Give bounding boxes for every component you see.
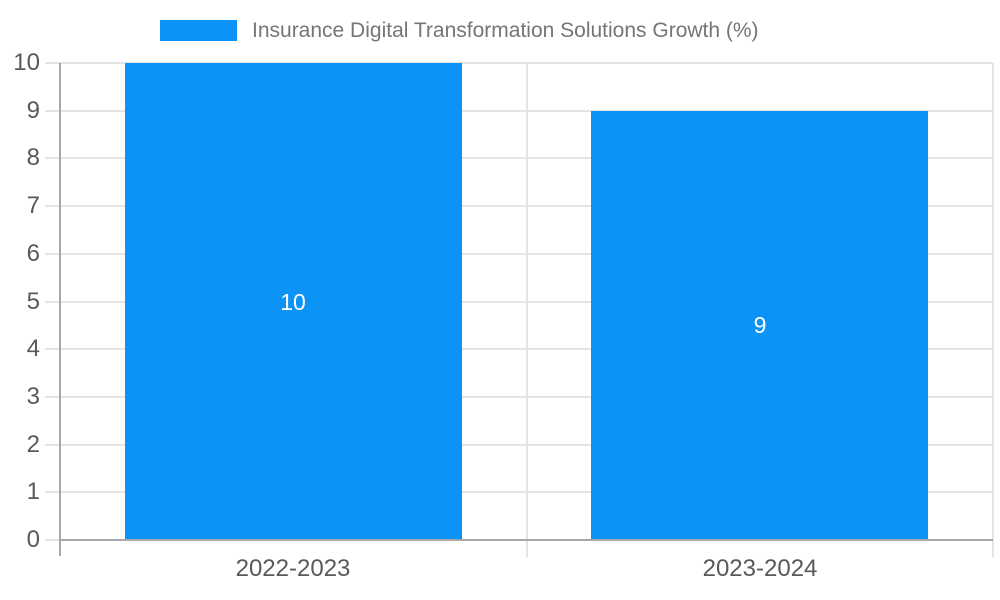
- bar-value-label: 10: [280, 289, 306, 315]
- y-axis-tick: [45, 539, 60, 541]
- y-gridline: [45, 396, 993, 398]
- y-gridline: [45, 205, 993, 207]
- category-divider: [992, 63, 994, 557]
- category-divider: [526, 63, 528, 557]
- bar[interactable]: [591, 111, 928, 540]
- y-axis-tick-label: 10: [13, 49, 40, 76]
- x-axis-line: [60, 539, 993, 541]
- y-gridline: [45, 110, 993, 112]
- legend-label[interactable]: Insurance Digital Transformation Solutio…: [252, 19, 759, 42]
- y-gridline: [45, 62, 993, 64]
- y-gridline: [45, 157, 993, 159]
- y-axis-line: [59, 63, 61, 556]
- y-axis-tick-label: 5: [26, 288, 40, 315]
- y-axis-tick-label: 2: [26, 431, 40, 458]
- y-gridline: [45, 491, 993, 493]
- bar[interactable]: [125, 63, 462, 540]
- y-axis-tick-label: 7: [26, 192, 40, 219]
- y-gridline: [45, 348, 993, 350]
- y-gridline: [45, 253, 993, 255]
- y-axis-tick-label: 6: [26, 240, 40, 267]
- bar-value-label: 9: [753, 312, 767, 338]
- y-axis-tick-label: 9: [26, 97, 40, 124]
- y-axis-tick-label: 3: [26, 383, 40, 410]
- y-axis-tick-label: 8: [26, 144, 40, 171]
- y-gridline: [45, 444, 993, 446]
- y-axis-tick-label: 0: [26, 526, 40, 553]
- y-axis-tick-label: 1: [26, 478, 40, 505]
- y-gridline: [45, 301, 993, 303]
- x-axis-tick-label: 2023-2024: [702, 555, 818, 582]
- legend-swatch[interactable]: [160, 20, 237, 41]
- x-axis-tick-label: 2022-2023: [235, 555, 351, 582]
- y-axis-tick-label: 4: [26, 335, 40, 362]
